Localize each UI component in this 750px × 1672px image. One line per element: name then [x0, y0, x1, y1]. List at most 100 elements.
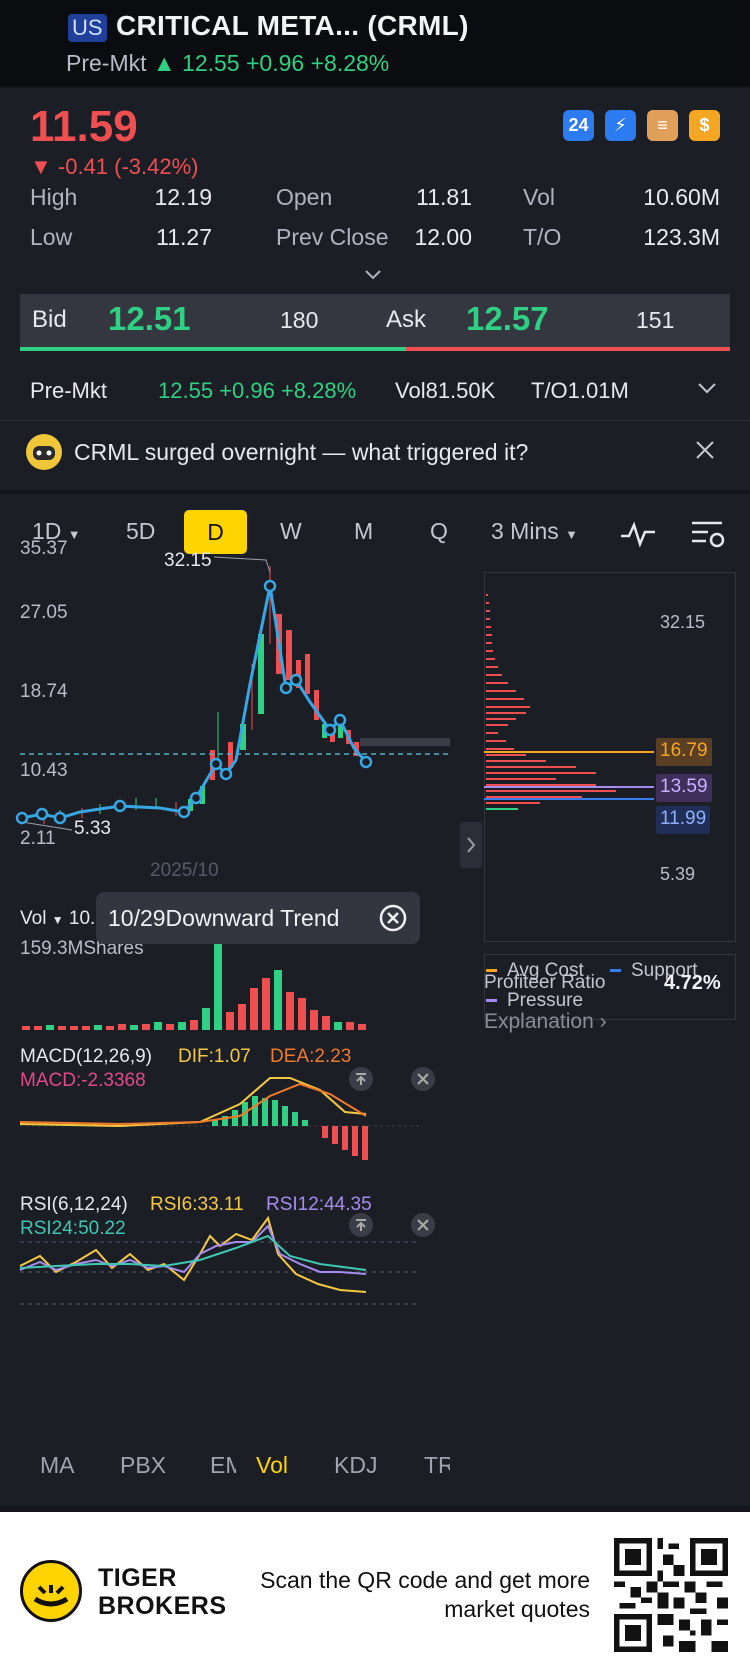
close-icon[interactable]: [694, 439, 716, 461]
scan-prompt: Scan the QR code and get more market quo…: [260, 1567, 590, 1622]
y-axis-label: 10.43: [20, 760, 68, 781]
vol-value: 10.60M: [643, 184, 720, 210]
premarket-label: Pre-Mkt: [66, 50, 147, 76]
panel-toggle[interactable]: [460, 822, 482, 868]
tab-daily[interactable]: D: [184, 510, 247, 554]
macd-title: MACD(12,26,9): [20, 1046, 152, 1067]
open-value: 11.81: [416, 184, 472, 210]
avg-cost-tag: 16.79: [656, 738, 712, 766]
indicator-tab-kdj[interactable]: KDJ: [334, 1452, 378, 1478]
ask-price: 12.57: [466, 300, 549, 337]
indicator-tab-vol[interactable]: Vol: [256, 1452, 288, 1478]
pin-top-icon[interactable]: [348, 1066, 374, 1092]
bid-price: 12.51: [108, 300, 191, 337]
pin-top-icon[interactable]: [348, 1212, 374, 1238]
remove-indicator-icon[interactable]: [410, 1066, 436, 1092]
tab-5d[interactable]: 5D: [126, 518, 156, 544]
caret-down-icon: ▼: [565, 527, 579, 542]
open-label: Open: [276, 184, 333, 210]
y-axis-label: 27.05: [20, 602, 68, 623]
low-point-label: 5.33: [74, 818, 111, 839]
chip-bottom-price: 5.39: [660, 864, 696, 884]
y-axis-label: 18.74: [20, 681, 68, 702]
macd-chart: [19, 1077, 420, 1160]
legend-support: Support: [610, 960, 698, 982]
flash-icon[interactable]: ⚡: [605, 110, 636, 141]
chevron-down-icon[interactable]: [364, 266, 382, 284]
indicator-tab-tr[interactable]: TR: [424, 1452, 450, 1478]
tab-quarterly[interactable]: Q: [430, 518, 448, 544]
price-change-value: -0.41 (-3.42%): [57, 154, 199, 179]
premarket-row-label: Pre-Mkt: [30, 378, 107, 403]
close-circle-icon[interactable]: [378, 903, 408, 933]
chart-panel: 1D ▼ 5D D W M Q 3 Mins ▼ 35.37 27.05 18.…: [0, 494, 750, 1506]
rsi-title: RSI(6,12,24): [20, 1194, 128, 1215]
explanation-link[interactable]: Explanation ›: [484, 1010, 607, 1033]
premarket-values: 12.55 +0.96 +8.28%: [182, 50, 390, 76]
rsi12-value: RSI12:44.35: [266, 1194, 372, 1215]
turnover-label: T/O: [523, 224, 562, 250]
dollar-icon[interactable]: $: [689, 110, 720, 141]
market-badge: US: [68, 14, 107, 42]
pulse-indicator-icon[interactable]: [620, 520, 656, 548]
stock-title[interactable]: CRITICAL META... (CRML): [116, 10, 469, 41]
low-value: 11.27: [156, 224, 212, 250]
date-label: 2025/10: [150, 860, 219, 881]
rsi-chart: [19, 1215, 420, 1305]
premarket-row-turnover: T/O1.01M: [531, 378, 629, 403]
macd-value: MACD:-2.3368: [20, 1070, 146, 1091]
down-triangle-icon: ▼: [30, 154, 58, 179]
bid-ask-bar: [20, 294, 730, 350]
prev-close-label: Prev Close: [276, 224, 389, 250]
legend-pressure: Pressure: [486, 990, 583, 1012]
tiger-logo-icon: [20, 1560, 82, 1622]
y-axis-label: 35.37: [20, 538, 68, 559]
ask-size: 151: [636, 307, 675, 333]
last-price: 11.59: [30, 102, 138, 151]
price-change: ▼ -0.41 (-3.42%): [30, 154, 199, 180]
macd-dif: DIF:1.07: [178, 1046, 251, 1067]
rsi6-value: RSI6:33.11: [150, 1194, 244, 1215]
news-alert[interactable]: CRML surged overnight — what triggered i…: [0, 420, 750, 484]
indicator-tab-pbx[interactable]: PBX: [120, 1452, 167, 1478]
quote-panel: 11.59 ▼ -0.41 (-3.42%) 24 ⚡ ≡ $ High 12.…: [0, 88, 750, 490]
high-point-label: 32.15: [164, 550, 212, 571]
pattern-text: 10/29Downward Trend: [108, 905, 340, 931]
pattern-pill[interactable]: 10/29Downward Trend: [96, 892, 420, 944]
remove-indicator-icon[interactable]: [410, 1212, 436, 1238]
support-tag: 11.99: [656, 806, 711, 834]
indicator-tab-ma[interactable]: MA: [40, 1452, 75, 1478]
tab-monthly[interactable]: M: [354, 518, 374, 544]
pressure-tag: 13.59: [656, 774, 712, 802]
brand-name-line2: BROKERS: [98, 1592, 227, 1620]
macd-dea: DEA:2.23: [270, 1046, 352, 1067]
up-triangle-icon: ▲: [152, 50, 183, 76]
bid-strength-bar: [20, 347, 406, 351]
bid-size: 180: [280, 307, 319, 333]
tab-3mins[interactable]: 3 Mins ▼: [491, 518, 579, 544]
indicator-tab-em[interactable]: EM: [210, 1452, 236, 1478]
24h-trading-icon[interactable]: 24: [563, 110, 594, 141]
legend-avg-cost: Avg Cost: [486, 960, 584, 982]
volume-bars: [22, 926, 366, 1030]
candlesticks: [43, 566, 359, 824]
chart-settings-icon[interactable]: [690, 518, 726, 550]
header-premarket: Pre-Mkt ▲ 12.55 +0.96 +8.28%: [66, 50, 389, 77]
expand-chevron-icon[interactable]: [696, 380, 718, 396]
layers-icon[interactable]: ≡: [647, 110, 678, 141]
alert-text: CRML surged overnight — what triggered i…: [74, 439, 529, 465]
prev-close-value: 12.00: [414, 224, 472, 250]
chevron-right-icon: [467, 837, 476, 853]
caret-down-icon: ▼: [51, 913, 64, 927]
price-chart[interactable]: [0, 494, 450, 1494]
premarket-row-values: 12.55 +0.96 +8.28%: [158, 378, 357, 403]
brand-name-line1: TIGER: [98, 1564, 177, 1592]
tab-weekly[interactable]: W: [280, 518, 302, 544]
tab-1d[interactable]: 1D ▼: [32, 518, 81, 544]
rsi24-value: RSI24:50.22: [20, 1218, 126, 1239]
high-label: High: [30, 184, 78, 210]
vol-label: Vol: [523, 184, 555, 210]
chip-top-price: 32.15: [660, 612, 706, 632]
tiger-mascot-icon: [26, 434, 62, 470]
top-bar: US CRITICAL META... (CRML) Pre-Mkt ▲ 12.…: [0, 0, 750, 86]
